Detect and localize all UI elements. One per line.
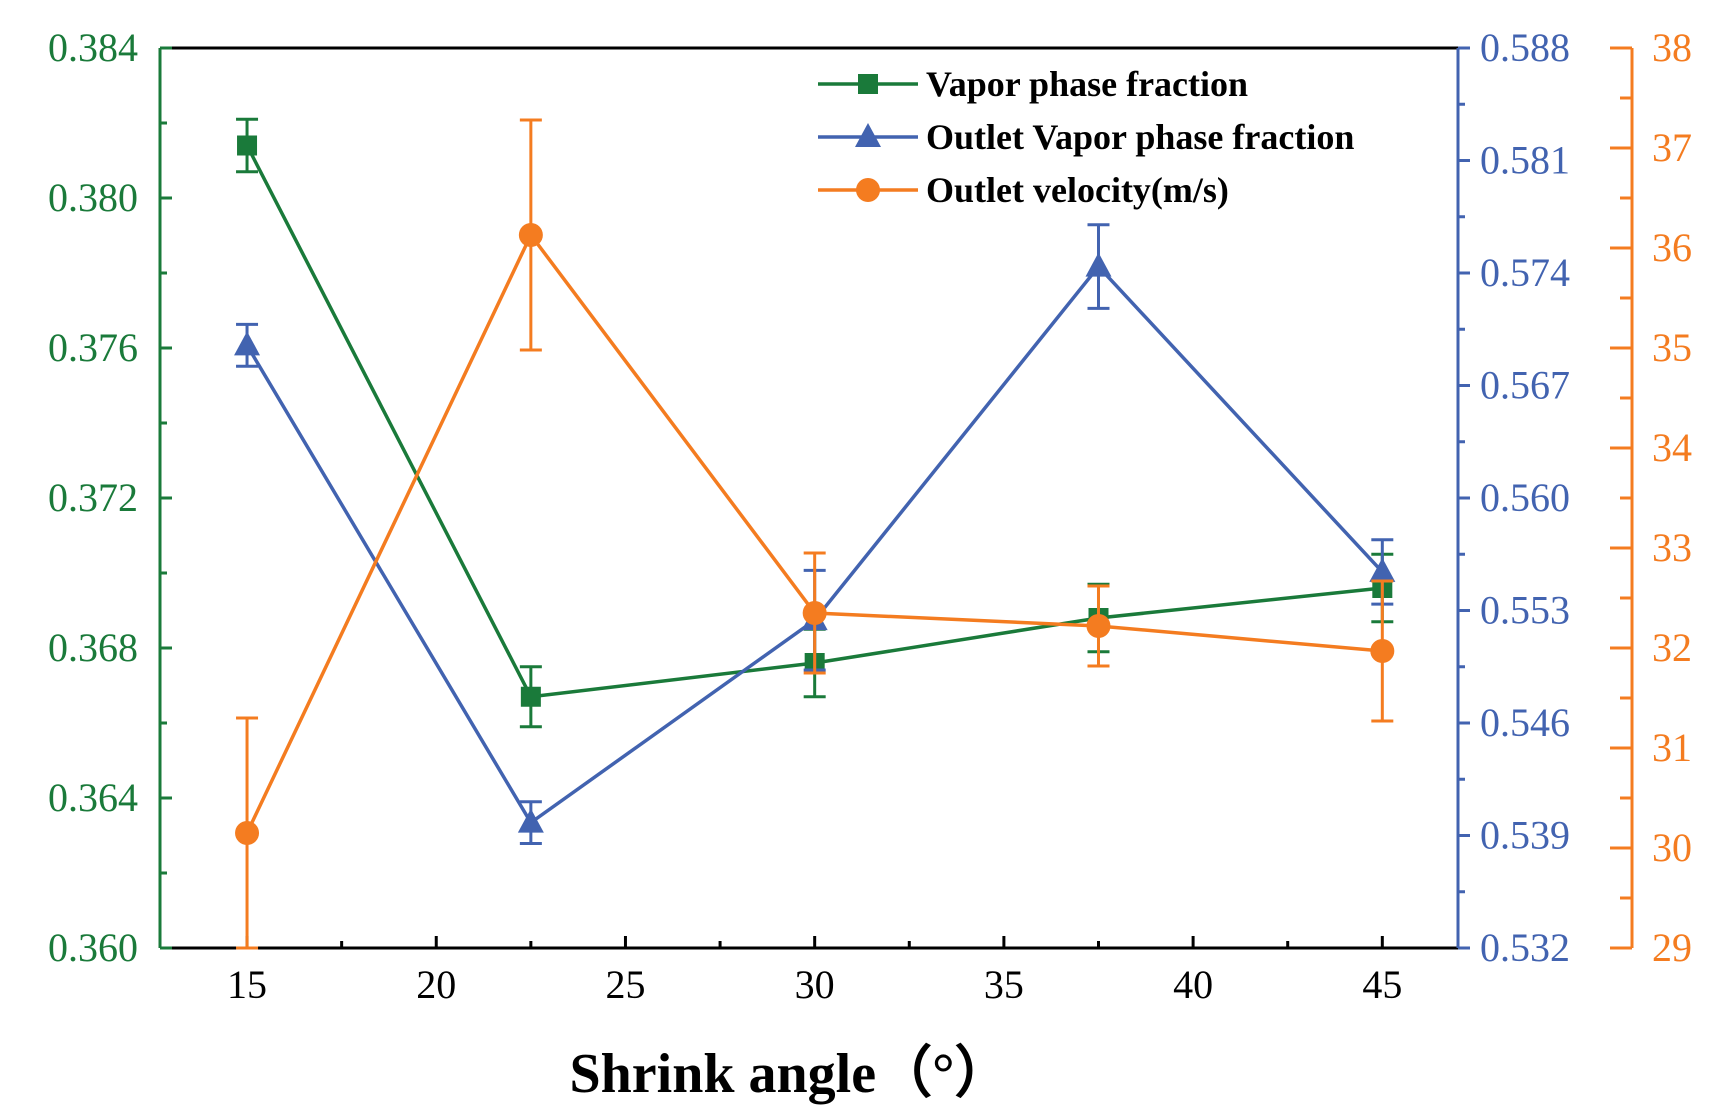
data-point bbox=[237, 135, 258, 156]
right2-tick-label: 33 bbox=[1652, 525, 1692, 570]
data-point bbox=[517, 808, 544, 833]
right1-tick-label: 0.574 bbox=[1480, 250, 1570, 295]
legend-marker bbox=[855, 123, 881, 147]
series-circle bbox=[235, 118, 1395, 950]
x-tick-label: 25 bbox=[605, 962, 645, 1007]
right2-tick-label: 35 bbox=[1652, 325, 1692, 370]
series-layer bbox=[234, 117, 1396, 950]
data-point bbox=[235, 821, 260, 845]
legend-item: Outlet velocity(m/s) bbox=[818, 170, 1229, 210]
series-triangle bbox=[234, 223, 1396, 846]
right1-tick-label: 0.581 bbox=[1480, 138, 1570, 183]
legend-marker bbox=[858, 74, 878, 94]
left-tick-label: 0.368 bbox=[48, 625, 138, 670]
right1-tick-label: 0.532 bbox=[1480, 925, 1570, 970]
data-point bbox=[520, 686, 541, 707]
x-tick-label: 45 bbox=[1362, 962, 1402, 1007]
series-line bbox=[245, 263, 1384, 826]
right2-tick-label: 36 bbox=[1652, 225, 1692, 270]
data-point bbox=[234, 331, 261, 356]
legend-item: Vapor phase fraction bbox=[818, 64, 1248, 104]
right2-tick-label: 32 bbox=[1652, 625, 1692, 670]
left-tick-label: 0.372 bbox=[48, 475, 138, 520]
left-tick-label: 0.360 bbox=[48, 925, 138, 970]
right2-tick-label: 37 bbox=[1652, 125, 1692, 170]
right2-tick-label: 29 bbox=[1652, 925, 1692, 970]
data-point bbox=[802, 601, 827, 625]
x-tick-label: 15 bbox=[227, 962, 267, 1007]
plot-frame bbox=[160, 46, 1458, 950]
left-tick-label: 0.380 bbox=[48, 175, 138, 220]
series-line bbox=[245, 231, 1383, 834]
right1-tick-label: 0.553 bbox=[1480, 588, 1570, 633]
right1-tick-label: 0.539 bbox=[1480, 813, 1570, 858]
data-point bbox=[518, 223, 543, 247]
right1-tick-label: 0.567 bbox=[1480, 363, 1570, 408]
right2-tick-label: 30 bbox=[1652, 825, 1692, 870]
x-tick-label: 35 bbox=[984, 962, 1024, 1007]
x-tick-label: 30 bbox=[795, 962, 835, 1007]
x-axis-label: Shrink angle（°） bbox=[570, 1042, 1011, 1105]
legend: Vapor phase fraction Outlet Vapor phase f… bbox=[818, 64, 1354, 210]
legend-label: Outlet velocity(m/s) bbox=[926, 170, 1229, 210]
right2-tick-label: 31 bbox=[1652, 725, 1692, 770]
right1-tick-label: 0.588 bbox=[1480, 25, 1570, 70]
axes: 15 20 25 30 35 40 45 0.360 0.364 0.368 0.372 0.376 0… bbox=[48, 25, 1692, 1007]
legend-marker bbox=[856, 178, 880, 202]
data-point bbox=[1369, 557, 1396, 582]
x-tick-label: 20 bbox=[416, 962, 456, 1007]
data-point bbox=[1086, 614, 1111, 638]
legend-label: Outlet Vapor phase fraction bbox=[926, 117, 1354, 157]
left-tick-label: 0.384 bbox=[48, 25, 138, 70]
legend-label: Vapor phase fraction bbox=[926, 64, 1248, 104]
right2-tick-label: 34 bbox=[1652, 425, 1692, 470]
legend-item: Outlet Vapor phase fraction bbox=[818, 117, 1354, 157]
right1-tick-label: 0.560 bbox=[1480, 475, 1570, 520]
left-tick-label: 0.364 bbox=[48, 775, 138, 820]
data-point bbox=[1370, 639, 1395, 663]
data-point bbox=[1085, 252, 1112, 277]
right1-tick-label: 0.546 bbox=[1480, 700, 1570, 745]
left-tick-label: 0.376 bbox=[48, 325, 138, 370]
x-tick-label: 40 bbox=[1173, 962, 1213, 1007]
right2-tick-label: 38 bbox=[1652, 25, 1692, 70]
